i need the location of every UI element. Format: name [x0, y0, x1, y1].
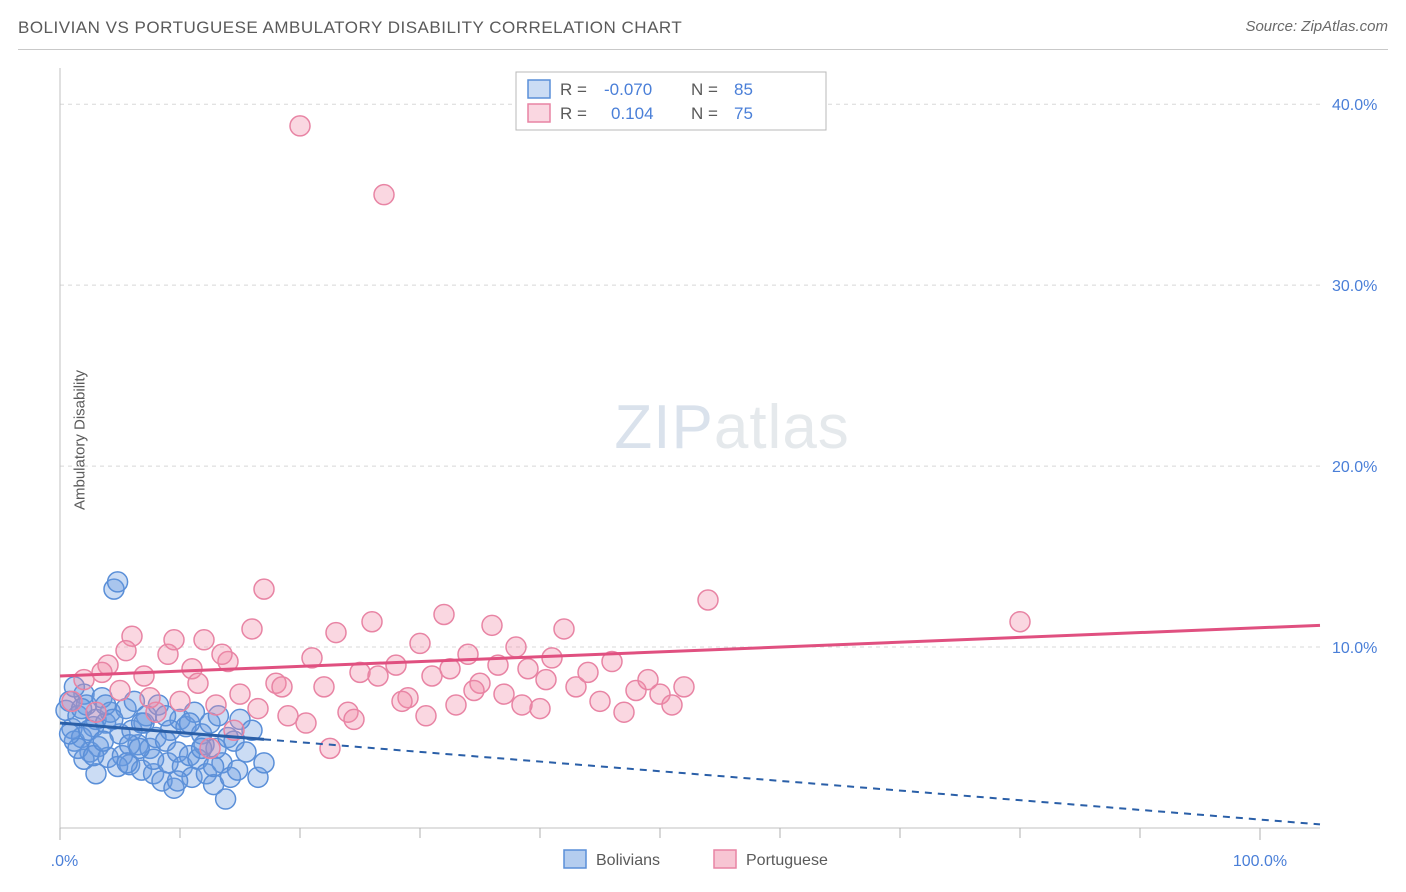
data-point-portuguese — [326, 623, 346, 643]
data-point-portuguese — [170, 691, 190, 711]
data-point-portuguese — [362, 612, 382, 632]
data-point-portuguese — [446, 695, 466, 715]
data-point-portuguese — [536, 670, 556, 690]
data-point-portuguese — [230, 684, 250, 704]
data-point-portuguese — [254, 579, 274, 599]
chart-area: Ambulatory Disability 0.0%100.0%10.0%20.… — [50, 60, 1340, 820]
data-point-portuguese — [494, 684, 514, 704]
data-point-bolivians — [108, 572, 128, 592]
data-point-portuguese — [140, 688, 160, 708]
data-point-portuguese — [92, 662, 112, 682]
data-point-bolivians — [60, 724, 80, 744]
data-point-portuguese — [674, 677, 694, 697]
data-point-portuguese — [434, 604, 454, 624]
legend-r-label: R = — [560, 104, 587, 123]
scatter-chart: 0.0% 100.0% 10.0% 20.0% 30.0% 40.0% ZIPatlas R … — [50, 60, 1390, 880]
legend-n-label: N = — [691, 80, 718, 99]
x-tick-label: 100.0% — [1233, 853, 1287, 870]
data-point-portuguese — [482, 615, 502, 635]
data-point-portuguese — [506, 637, 526, 657]
data-point-portuguese — [116, 641, 136, 661]
data-point-portuguese — [422, 666, 442, 686]
legend-n-value-portuguese: 75 — [734, 104, 753, 123]
data-point-bolivians — [236, 742, 256, 762]
data-point-portuguese — [212, 644, 232, 664]
data-point-portuguese — [662, 695, 682, 715]
chart-header: BOLIVIAN VS PORTUGUESE AMBULATORY DISABI… — [18, 18, 1388, 50]
chart-source: Source: ZipAtlas.com — [1245, 18, 1388, 35]
data-point-portuguese — [554, 619, 574, 639]
legend-r-value-bolivians: -0.070 — [604, 80, 652, 99]
bottom-legend-label: Portuguese — [746, 852, 828, 869]
y-tick-label: 20.0% — [1332, 459, 1377, 476]
data-point-bolivians — [216, 789, 236, 809]
legend-swatch-portuguese — [528, 104, 550, 122]
data-point-bolivians — [93, 731, 113, 751]
y-axis-label: Ambulatory Disability — [72, 370, 89, 510]
data-point-portuguese — [62, 691, 82, 711]
data-point-portuguese — [314, 677, 334, 697]
data-point-portuguese — [614, 702, 634, 722]
trend-line-bolivians-dashed — [264, 739, 1320, 824]
data-point-portuguese — [200, 738, 220, 758]
data-point-portuguese — [194, 630, 214, 650]
legend-n-value-bolivians: 85 — [734, 80, 753, 99]
data-point-bolivians — [180, 713, 200, 733]
bottom-legend-swatch — [564, 850, 586, 868]
legend-r-label: R = — [560, 80, 587, 99]
bottom-legend-swatch — [714, 850, 736, 868]
data-point-portuguese — [74, 670, 94, 690]
data-point-portuguese — [416, 706, 436, 726]
data-point-portuguese — [368, 666, 388, 686]
data-point-bolivians — [204, 756, 224, 776]
legend-swatch-bolivians — [528, 80, 550, 98]
data-point-bolivians — [228, 760, 248, 780]
data-point-portuguese — [344, 709, 364, 729]
data-point-portuguese — [164, 630, 184, 650]
watermark: ZIPatlas — [614, 393, 849, 462]
data-point-portuguese — [374, 185, 394, 205]
data-point-portuguese — [518, 659, 538, 679]
y-tick-label: 30.0% — [1332, 278, 1377, 295]
data-point-portuguese — [698, 590, 718, 610]
bottom-legend-label: Bolivians — [596, 852, 660, 869]
data-point-portuguese — [134, 666, 154, 686]
data-point-bolivians — [168, 771, 188, 791]
data-point-portuguese — [410, 633, 430, 653]
legend-r-value-portuguese: 0.104 — [611, 104, 654, 123]
chart-title: BOLIVIAN VS PORTUGUESE AMBULATORY DISABI… — [18, 18, 682, 37]
data-point-bolivians — [129, 738, 149, 758]
data-point-portuguese — [206, 695, 226, 715]
data-point-portuguese — [1010, 612, 1030, 632]
data-point-portuguese — [578, 662, 598, 682]
data-point-portuguese — [296, 713, 316, 733]
data-point-portuguese — [512, 695, 532, 715]
data-point-portuguese — [590, 691, 610, 711]
data-point-portuguese — [290, 116, 310, 136]
data-point-bolivians — [254, 753, 274, 773]
data-point-portuguese — [530, 699, 550, 719]
y-tick-label: 40.0% — [1332, 97, 1377, 114]
data-point-portuguese — [86, 702, 106, 722]
data-point-portuguese — [464, 680, 484, 700]
data-point-portuguese — [248, 699, 268, 719]
data-point-portuguese — [386, 655, 406, 675]
data-point-portuguese — [110, 680, 130, 700]
data-point-portuguese — [392, 691, 412, 711]
data-point-portuguese — [272, 677, 292, 697]
data-point-portuguese — [242, 619, 262, 639]
data-point-portuguese — [278, 706, 298, 726]
y-tick-label: 10.0% — [1332, 640, 1377, 657]
x-tick-label: 0.0% — [50, 853, 78, 870]
data-point-portuguese — [188, 673, 208, 693]
data-point-portuguese — [320, 738, 340, 758]
legend-n-label: N = — [691, 104, 718, 123]
